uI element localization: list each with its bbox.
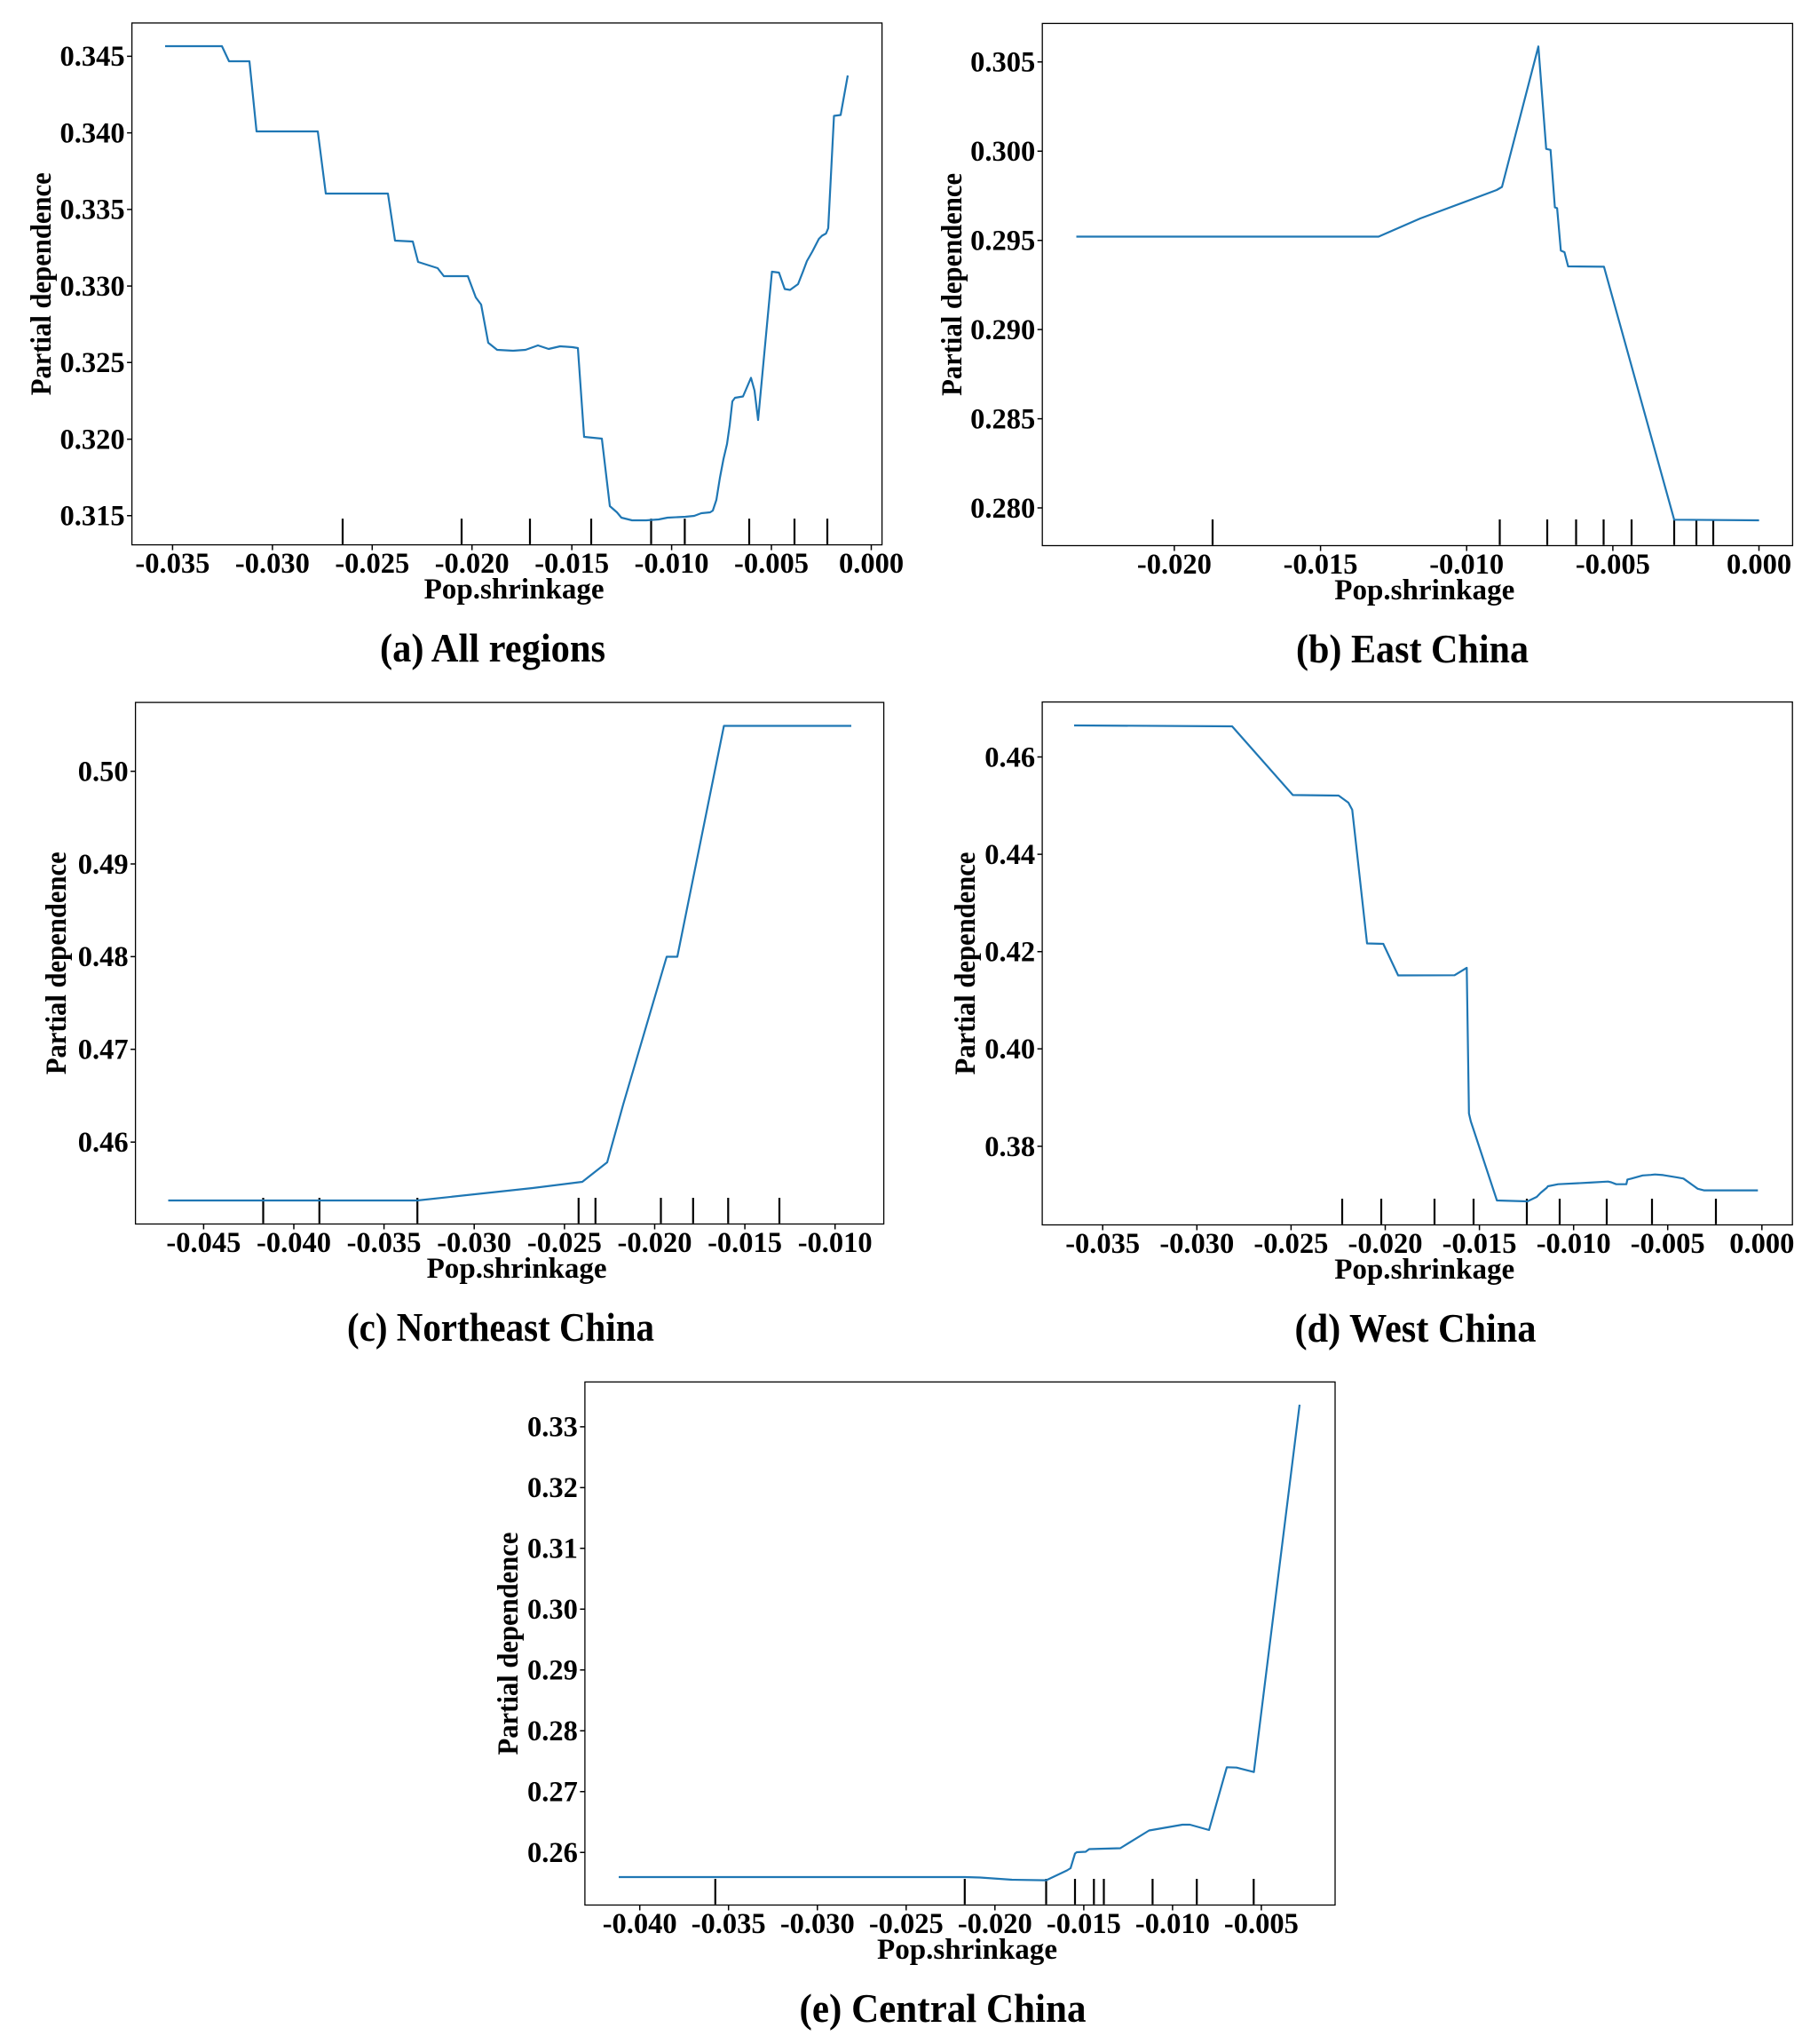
svg-text:0.46: 0.46: [984, 741, 1035, 773]
svg-text:-0.030: -0.030: [437, 1227, 511, 1259]
svg-text:-0.020: -0.020: [958, 1908, 1032, 1940]
svg-text:-0.030: -0.030: [780, 1908, 855, 1940]
svg-text:(c) Northeast China: (c) Northeast China: [347, 1305, 654, 1350]
svg-text:-0.025: -0.025: [335, 548, 409, 580]
svg-text:-0.005: -0.005: [734, 548, 809, 580]
svg-text:Partial dependence: Partial dependence: [950, 852, 982, 1075]
svg-text:-0.015: -0.015: [1047, 1908, 1121, 1940]
svg-text:0.42: 0.42: [984, 937, 1035, 969]
svg-text:0.285: 0.285: [970, 403, 1035, 435]
svg-text:-0.005: -0.005: [1576, 549, 1650, 581]
svg-text:-0.015: -0.015: [1443, 1228, 1517, 1260]
svg-text:-0.005: -0.005: [1631, 1228, 1705, 1260]
svg-text:0.345: 0.345: [59, 41, 124, 73]
svg-text:-0.035: -0.035: [1065, 1228, 1140, 1260]
svg-text:0.340: 0.340: [59, 117, 124, 149]
svg-text:Pop.shrinkage: Pop.shrinkage: [1334, 1254, 1514, 1286]
svg-text:-0.010: -0.010: [1429, 549, 1504, 581]
svg-text:-0.035: -0.035: [347, 1227, 422, 1259]
svg-text:0.280: 0.280: [970, 493, 1035, 525]
svg-text:0.000: 0.000: [1729, 1228, 1794, 1260]
svg-text:0.33: 0.33: [527, 1412, 578, 1444]
svg-text:Pop.shrinkage: Pop.shrinkage: [877, 1934, 1057, 1966]
svg-text:0.000: 0.000: [839, 548, 904, 580]
svg-text:-0.020: -0.020: [1137, 549, 1212, 581]
svg-text:-0.015: -0.015: [1284, 549, 1358, 581]
svg-text:Pop.shrinkage: Pop.shrinkage: [427, 1253, 607, 1285]
svg-text:0.46: 0.46: [78, 1127, 129, 1159]
svg-text:0.49: 0.49: [78, 849, 129, 881]
svg-text:-0.010: -0.010: [635, 548, 709, 580]
svg-text:0.305: 0.305: [970, 47, 1035, 79]
svg-text:0.000: 0.000: [1727, 549, 1791, 581]
svg-text:Partial dependence: Partial dependence: [26, 172, 58, 395]
svg-text:-0.015: -0.015: [707, 1227, 782, 1259]
svg-text:-0.010: -0.010: [1135, 1908, 1210, 1940]
svg-text:0.38: 0.38: [984, 1131, 1035, 1163]
svg-text:Partial dependence: Partial dependence: [937, 173, 968, 396]
svg-text:Pop.shrinkage: Pop.shrinkage: [1334, 574, 1514, 606]
svg-text:(b) East China: (b) East China: [1296, 627, 1529, 671]
svg-text:0.44: 0.44: [984, 839, 1035, 871]
svg-text:0.30: 0.30: [527, 1594, 578, 1626]
svg-text:-0.040: -0.040: [603, 1908, 677, 1940]
svg-text:0.31: 0.31: [527, 1533, 578, 1565]
svg-text:(e) Central China: (e) Central China: [800, 1986, 1087, 2031]
svg-text:0.26: 0.26: [527, 1837, 578, 1869]
svg-text:0.28: 0.28: [527, 1715, 578, 1747]
svg-text:Partial dependence: Partial dependence: [41, 852, 73, 1074]
svg-text:-0.005: -0.005: [1224, 1908, 1299, 1940]
svg-text:0.315: 0.315: [59, 501, 124, 533]
svg-text:-0.020: -0.020: [435, 548, 510, 580]
svg-text:0.47: 0.47: [78, 1034, 129, 1066]
svg-text:-0.045: -0.045: [166, 1227, 241, 1259]
svg-text:0.48: 0.48: [78, 941, 129, 973]
svg-text:-0.030: -0.030: [1159, 1228, 1234, 1260]
svg-text:-0.020: -0.020: [618, 1227, 692, 1259]
svg-text:-0.020: -0.020: [1348, 1228, 1423, 1260]
svg-text:0.27: 0.27: [527, 1777, 578, 1809]
svg-text:0.295: 0.295: [970, 226, 1035, 257]
svg-text:-0.025: -0.025: [869, 1908, 944, 1940]
svg-text:(d) West China: (d) West China: [1295, 1306, 1537, 1351]
svg-text:-0.030: -0.030: [235, 548, 310, 580]
svg-text:-0.015: -0.015: [534, 548, 609, 580]
svg-text:-0.010: -0.010: [1537, 1228, 1611, 1260]
svg-text:-0.025: -0.025: [527, 1227, 602, 1259]
svg-text:-0.010: -0.010: [798, 1227, 873, 1259]
svg-text:-0.025: -0.025: [1253, 1228, 1328, 1260]
svg-text:0.300: 0.300: [970, 136, 1035, 168]
svg-text:0.325: 0.325: [59, 347, 124, 379]
svg-text:(a) All regions: (a) All regions: [380, 626, 605, 670]
svg-text:0.290: 0.290: [970, 314, 1035, 346]
svg-text:Pop.shrinkage: Pop.shrinkage: [424, 574, 605, 606]
svg-text:0.50: 0.50: [78, 756, 129, 788]
svg-text:0.320: 0.320: [59, 424, 124, 456]
svg-text:0.29: 0.29: [527, 1655, 578, 1687]
svg-text:0.32: 0.32: [527, 1472, 578, 1504]
svg-text:-0.035: -0.035: [692, 1908, 766, 1940]
svg-text:Partial dependence: Partial dependence: [493, 1533, 525, 1755]
svg-text:0.40: 0.40: [984, 1034, 1035, 1066]
svg-text:0.335: 0.335: [59, 194, 124, 226]
svg-text:-0.035: -0.035: [135, 548, 209, 580]
svg-text:-0.040: -0.040: [257, 1227, 331, 1259]
svg-text:0.330: 0.330: [59, 271, 124, 303]
